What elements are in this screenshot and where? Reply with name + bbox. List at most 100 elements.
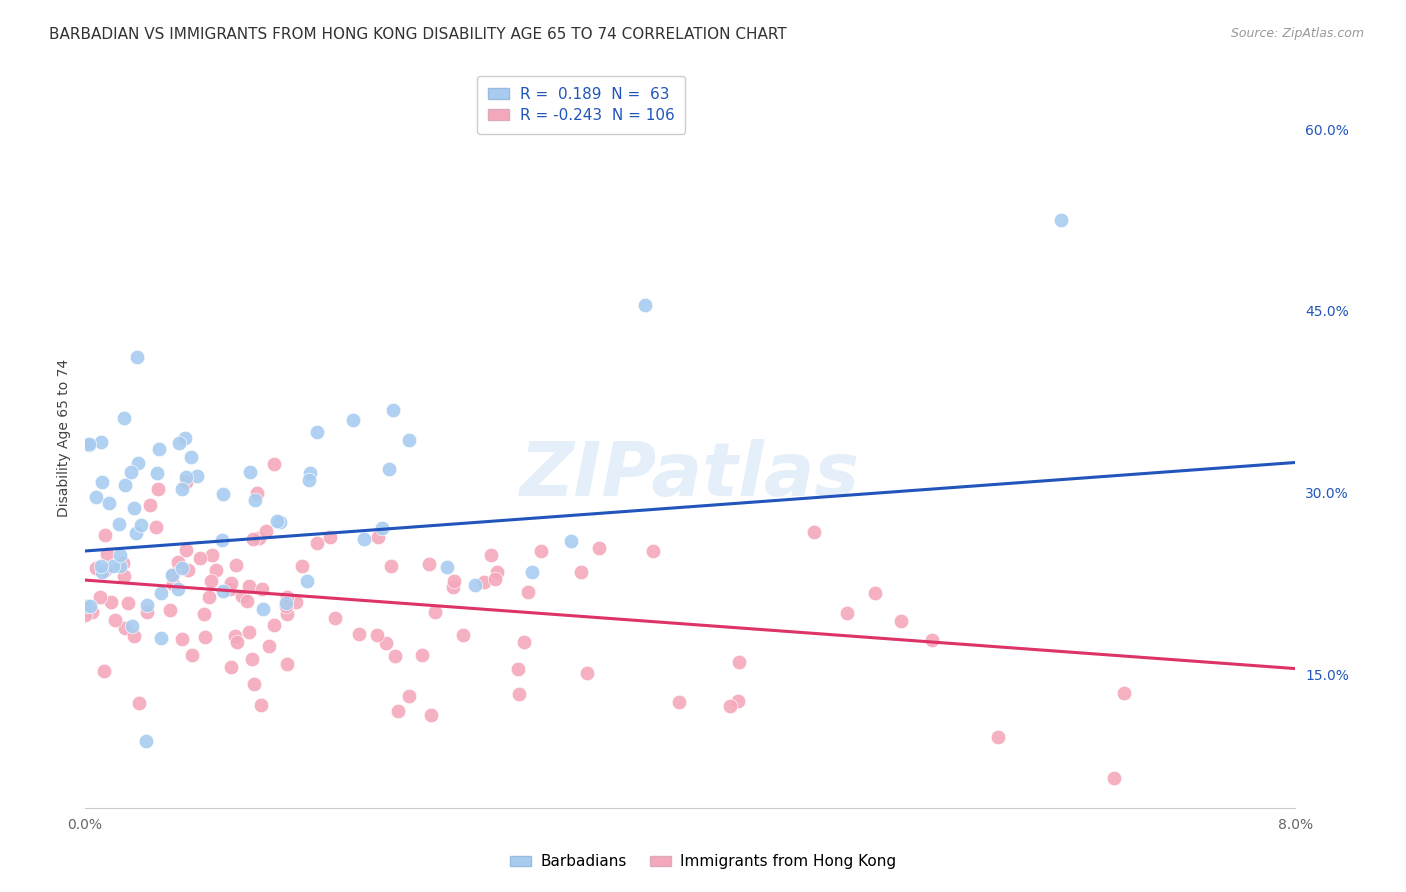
Point <box>252 601 274 615</box>
Point <box>166 582 188 596</box>
Point <box>508 662 530 676</box>
Point <box>146 482 169 496</box>
Point <box>295 574 318 589</box>
Point <box>239 465 262 479</box>
Point <box>100 595 122 609</box>
Point <box>464 578 486 592</box>
Legend: Barbadians, Immigrants from Hong Kong: Barbadians, Immigrants from Hong Kong <box>503 848 903 875</box>
Point <box>508 687 530 701</box>
Point <box>75 599 97 613</box>
Point <box>211 583 233 598</box>
Point <box>127 350 149 364</box>
Point <box>318 530 340 544</box>
Point <box>93 563 115 577</box>
Point <box>353 532 375 546</box>
Point <box>146 467 169 481</box>
Point <box>236 593 259 607</box>
Point <box>347 627 370 641</box>
Point <box>231 589 253 603</box>
Point <box>254 524 277 538</box>
Point <box>110 548 132 562</box>
Point <box>145 520 167 534</box>
Point <box>398 433 420 447</box>
Point <box>242 652 264 666</box>
Point <box>112 569 135 583</box>
Point <box>101 559 124 574</box>
Point <box>727 693 749 707</box>
Point <box>194 630 217 644</box>
Point <box>180 648 202 662</box>
Point <box>921 633 943 648</box>
Point <box>219 575 242 590</box>
Point <box>91 566 114 580</box>
Point <box>172 482 194 496</box>
Point <box>247 532 270 546</box>
Point <box>114 477 136 491</box>
Point <box>384 648 406 663</box>
Point <box>188 550 211 565</box>
Point <box>298 467 321 481</box>
Point <box>305 425 328 439</box>
Point <box>200 574 222 588</box>
Point <box>1114 686 1136 700</box>
Point <box>342 413 364 427</box>
Point <box>79 599 101 613</box>
Point <box>575 665 598 680</box>
Point <box>125 525 148 540</box>
Point <box>530 544 553 558</box>
Point <box>276 599 298 613</box>
Point <box>803 524 825 539</box>
Point <box>91 475 114 489</box>
Point <box>238 624 260 639</box>
Point <box>204 563 226 577</box>
Point <box>148 442 170 456</box>
Point <box>136 605 159 619</box>
Point <box>863 585 886 599</box>
Point <box>305 536 328 550</box>
Point <box>641 543 664 558</box>
Point <box>114 621 136 635</box>
Point <box>420 708 443 723</box>
Point <box>79 437 101 451</box>
Y-axis label: Disability Age 65 to 74: Disability Age 65 to 74 <box>58 359 72 517</box>
Point <box>94 527 117 541</box>
Text: BARBADIAN VS IMMIGRANTS FROM HONG KONG DISABILITY AGE 65 TO 74 CORRELATION CHART: BARBADIAN VS IMMIGRANTS FROM HONG KONG D… <box>49 27 787 42</box>
Point <box>451 628 474 642</box>
Point <box>1102 771 1125 785</box>
Point <box>176 563 198 577</box>
Point <box>90 558 112 573</box>
Point <box>166 555 188 569</box>
Point <box>250 698 273 713</box>
Point <box>418 558 440 572</box>
Point <box>266 514 288 528</box>
Point <box>371 521 394 535</box>
Point <box>173 431 195 445</box>
Point <box>170 561 193 575</box>
Point <box>398 690 420 704</box>
Point <box>486 565 509 579</box>
Point <box>212 487 235 501</box>
Point <box>243 677 266 691</box>
Point <box>89 590 111 604</box>
Point <box>380 558 402 573</box>
Point <box>276 657 298 671</box>
Point <box>121 619 143 633</box>
Point <box>243 492 266 507</box>
Point <box>298 473 321 487</box>
Point <box>174 470 197 484</box>
Point <box>835 606 858 620</box>
Point <box>124 629 146 643</box>
Point <box>411 648 433 663</box>
Point <box>472 575 495 590</box>
Point <box>86 560 108 574</box>
Point <box>560 533 582 548</box>
Point <box>224 629 246 643</box>
Point <box>93 664 115 678</box>
Point <box>172 632 194 646</box>
Point <box>718 699 741 714</box>
Point <box>441 580 464 594</box>
Point <box>588 541 610 555</box>
Point <box>193 607 215 621</box>
Point <box>436 560 458 574</box>
Point <box>987 730 1010 744</box>
